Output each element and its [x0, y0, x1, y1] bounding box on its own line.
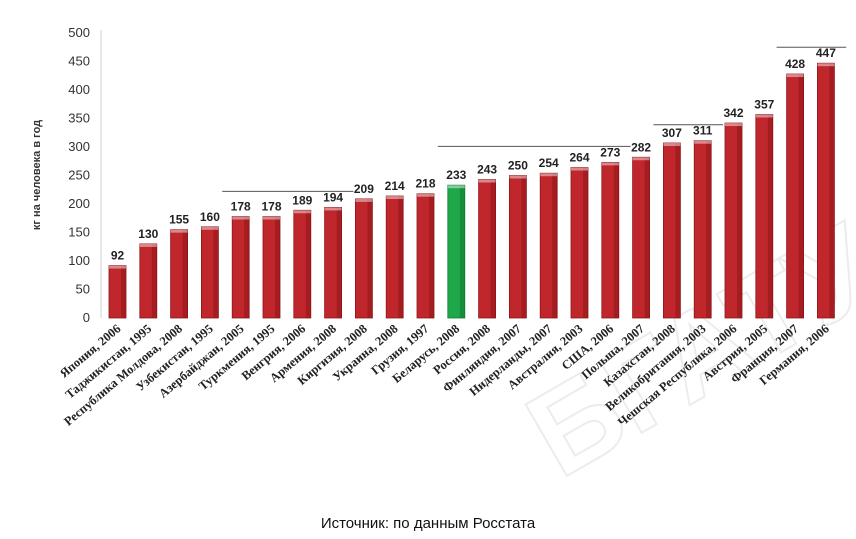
bar-shade [182, 229, 188, 318]
bar-cap [355, 198, 373, 202]
value-label: 307 [662, 126, 682, 140]
source-note: Источник: по данным Росстата [321, 515, 536, 532]
bar-cap [324, 207, 342, 211]
bar-shade [644, 157, 650, 318]
bar-shade [829, 63, 835, 319]
bar-cap [293, 210, 311, 214]
bar-cap [817, 63, 835, 67]
bar-cap [786, 74, 804, 78]
bar-shade [275, 216, 280, 318]
value-label: 233 [446, 168, 466, 182]
bars [108, 62, 835, 319]
value-label: 155 [169, 213, 189, 227]
bar-shade [490, 179, 496, 318]
bar-shade [121, 265, 126, 318]
bar-shade [737, 123, 742, 318]
y-tick-label: 300 [68, 139, 90, 154]
value-label: 311 [693, 124, 713, 138]
bar-shade [305, 210, 311, 318]
value-label: 194 [323, 190, 343, 204]
y-tick-label: 0 [83, 310, 90, 325]
bar-shade [583, 167, 588, 318]
value-label: 218 [415, 177, 435, 191]
bar-cap [201, 226, 219, 230]
bar-shade [459, 185, 465, 318]
bar-cap [232, 216, 250, 220]
y-tick-label: 250 [68, 168, 90, 183]
value-label: 282 [631, 140, 651, 154]
y-tick-label: 450 [68, 54, 90, 69]
bar-cap [540, 173, 558, 177]
value-label: 214 [385, 179, 405, 193]
value-label: 264 [569, 151, 589, 165]
value-label: 273 [600, 145, 620, 159]
value-label: 178 [231, 200, 251, 214]
value-labels: 92 130 155 160 178 178 189 194 209 214 218 233 243 25… [111, 46, 836, 262]
value-label: 130 [138, 227, 158, 241]
bar-shade [213, 226, 219, 318]
bar-cap [571, 167, 588, 171]
y-tick-label: 350 [68, 111, 90, 126]
value-label: 250 [508, 159, 528, 173]
value-label: 357 [754, 98, 774, 112]
bar-shade [675, 143, 681, 318]
bar-shade [151, 243, 157, 318]
bar-shade [244, 216, 250, 318]
bar-cap [447, 185, 465, 189]
bar-cap [109, 265, 126, 269]
bar-cap [139, 243, 157, 247]
bar-cap [263, 216, 280, 220]
y-axis-ticks: 0 50 100 150 200 250 300 350 400 450 500 [68, 25, 90, 325]
bar-cap [725, 123, 742, 127]
y-tick-label: 100 [68, 253, 90, 268]
bar-cap [694, 140, 712, 144]
value-label: 254 [539, 156, 559, 170]
x-tick-label: Республика Молдова, 2008 [61, 322, 185, 429]
y-axis-title: кг на человека в год [31, 120, 43, 230]
bar-shade [398, 196, 404, 318]
bar-cap [386, 196, 404, 200]
bar-cap [478, 179, 496, 183]
bar-shade [552, 173, 558, 318]
bar-cap [663, 143, 681, 147]
bar-shade [798, 74, 804, 318]
value-label: 342 [723, 106, 743, 120]
value-label: 160 [200, 210, 220, 224]
bar-cap [601, 162, 619, 166]
bar-shade [613, 162, 619, 318]
value-label: 178 [261, 200, 281, 214]
bar-cap [417, 193, 434, 197]
bar-cap [755, 114, 773, 118]
bar-shade [767, 114, 773, 318]
bar-shade [336, 207, 342, 318]
value-label: 209 [354, 182, 374, 196]
y-tick-label: 150 [68, 225, 90, 240]
value-label: 243 [477, 162, 497, 176]
bar-shade [706, 140, 712, 318]
bar-cap [632, 157, 650, 161]
bar-cap [509, 175, 527, 179]
value-label: 428 [785, 57, 805, 71]
value-label: 447 [816, 46, 836, 60]
value-label: 92 [111, 249, 125, 263]
group-markers [222, 46, 847, 192]
y-tick-label: 400 [68, 82, 90, 97]
bar-shade [429, 193, 434, 318]
bar-shade [521, 175, 527, 318]
y-tick-label: 500 [68, 25, 90, 40]
bar-shade [367, 198, 373, 318]
bar-cap [170, 229, 188, 233]
y-tick-label: 50 [76, 282, 90, 297]
value-label: 189 [292, 193, 312, 207]
y-tick-label: 200 [68, 196, 90, 211]
